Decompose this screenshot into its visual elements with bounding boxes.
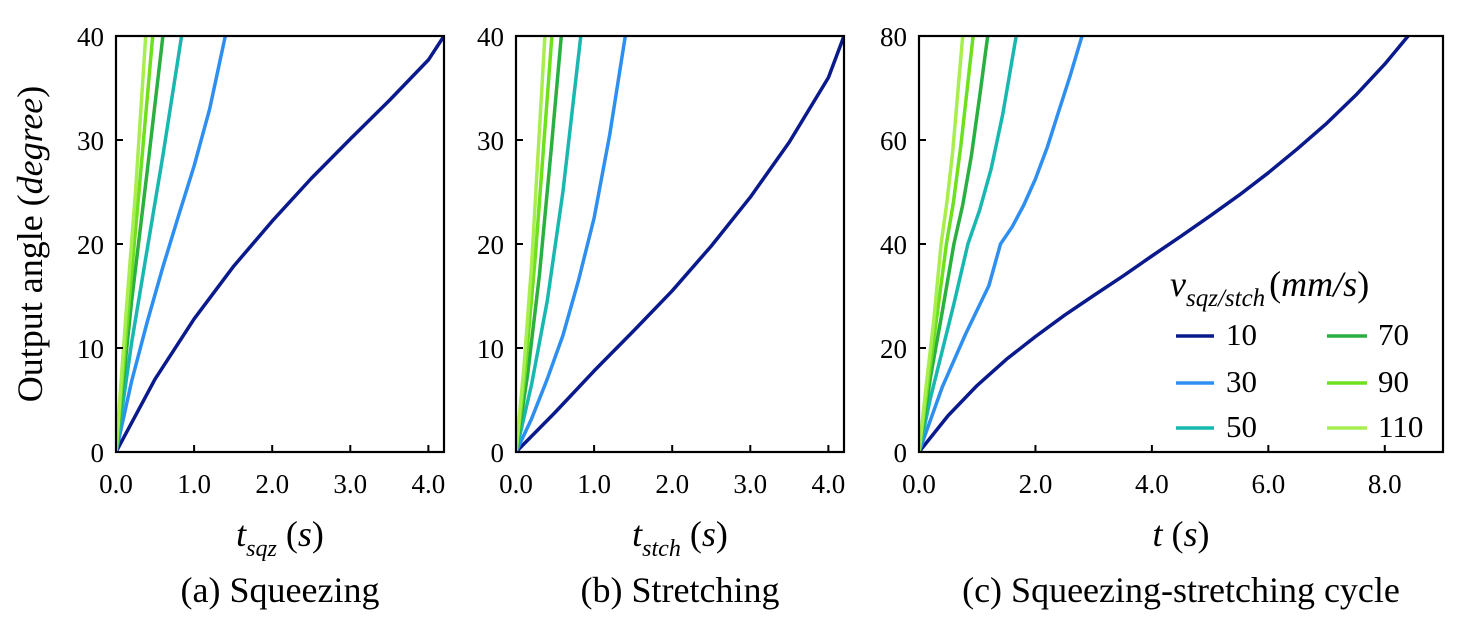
x-tick-label: 4.0: [412, 469, 446, 499]
series-line-10: [516, 36, 844, 452]
series-line-50: [516, 36, 583, 452]
y-tick-label: 20: [77, 230, 104, 260]
plot-frame: [114, 34, 446, 454]
x-tick-label: 1.0: [177, 469, 211, 499]
y-tick-label: 40: [477, 22, 504, 52]
series-line-10: [116, 36, 444, 452]
y-tick-label: 30: [77, 126, 104, 156]
legend-title: vsqz/stch (mm/s): [1170, 264, 1369, 312]
y-tick-label: 20: [880, 334, 907, 364]
y-tick-label: 60: [880, 126, 907, 156]
series-line-50: [116, 36, 184, 452]
panel-caption: (c) Squeezing-stretching cycle: [962, 570, 1400, 610]
series-line-50: [919, 36, 1018, 452]
series-line-30: [116, 36, 228, 452]
series-line-110: [919, 36, 965, 452]
x-tick-label: 2.0: [255, 469, 289, 499]
y-tick-label: 20: [477, 230, 504, 260]
x-tick-label: 6.0: [1251, 469, 1285, 499]
series-line-110: [116, 36, 148, 452]
x-axis-title: tstch (s): [632, 514, 728, 562]
y-axis-title: Output angle (degree): [10, 86, 50, 403]
y-tick-label: 40: [880, 230, 907, 260]
x-tick-label: 0.0: [99, 469, 133, 499]
x-tick-label: 4.0: [812, 469, 846, 499]
series-line-70: [516, 36, 564, 452]
legend-label-110: 110: [1378, 409, 1423, 444]
chart-panel-2: 0.0 1.0 2.0 3.0 4.0 0 10 20 30 40 tstch (s) (b) Str…: [477, 22, 845, 610]
x-tick-label: 3.0: [733, 469, 767, 499]
y-tick-label: 0: [894, 438, 908, 468]
x-axis-title: t (s): [1152, 514, 1209, 554]
plot-frame: [917, 34, 1445, 454]
legend-label-50: 50: [1226, 409, 1257, 444]
series-line-30: [516, 36, 628, 452]
legend: vsqz/stch (mm/s) 10 30 50 70 90 110: [1170, 264, 1423, 444]
y-tick-label: 30: [477, 126, 504, 156]
x-axis-title: tsqz (s): [236, 514, 324, 562]
legend-label-30: 30: [1226, 364, 1257, 399]
legend-label-10: 10: [1226, 317, 1257, 352]
x-tick-label: 0.0: [499, 469, 533, 499]
plot-frame: [514, 34, 846, 454]
y-tick-label: 10: [77, 334, 104, 364]
series-line-70: [919, 36, 990, 452]
panel-caption: (a) Squeezing: [181, 570, 380, 610]
series-line-30: [919, 36, 1084, 452]
chart-panel-3: 0.0 2.0 4.0 6.0 8.0 0 20 40 60 80 t (s) (c) Squeezi…: [880, 22, 1445, 610]
x-tick-label: 8.0: [1368, 469, 1402, 499]
series-line-10: [919, 36, 1410, 452]
chart-panel-1: 0.0 1.0 2.0 3.0 4.0 0 10 20 30 40 tsqz (s) (a) Sque…: [10, 22, 445, 610]
x-tick-label: 4.0: [1135, 469, 1169, 499]
legend-label-70: 70: [1378, 317, 1409, 352]
x-tick-label: 1.0: [577, 469, 611, 499]
y-tick-label: 40: [77, 22, 104, 52]
x-tick-label: 2.0: [655, 469, 689, 499]
x-tick-label: 2.0: [1019, 469, 1053, 499]
series-line-110: [516, 36, 547, 452]
panel-caption: (b) Stretching: [581, 570, 780, 610]
x-tick-label: 3.0: [333, 469, 367, 499]
x-tick-label: 0.0: [902, 469, 936, 499]
y-tick-label: 0: [91, 438, 105, 468]
y-tick-label: 0: [491, 438, 505, 468]
legend-label-90: 90: [1378, 364, 1409, 399]
y-tick-label: 80: [880, 22, 907, 52]
y-tick-label: 10: [477, 334, 504, 364]
